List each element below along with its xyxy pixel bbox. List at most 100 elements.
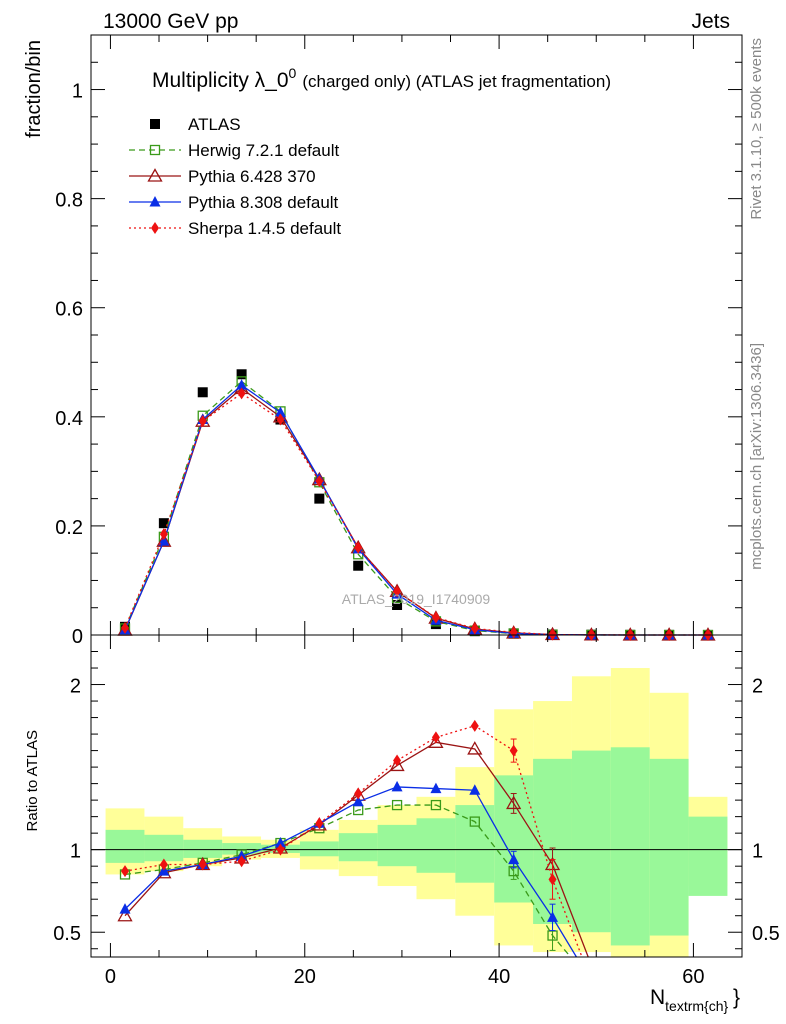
- main-point-sherpa: [470, 622, 479, 635]
- main-ytick-label: 0.8: [55, 190, 83, 212]
- main-point-atlas: [197, 387, 208, 398]
- legend-label-pythia6: Pythia 6.428 370: [188, 167, 316, 186]
- main-ylabel: fraction/bin: [23, 40, 45, 138]
- ratio-ytick-label-right: 2: [752, 676, 763, 698]
- band-inner-bin: [183, 839, 223, 858]
- main-point-pythia8: [274, 406, 286, 417]
- ratio-point-pythia8: [352, 795, 364, 807]
- ratio-point-sherpa: [198, 858, 207, 871]
- ratio-point-pythia6: [428, 734, 444, 748]
- axis-ticks: 0 0.2 0.4 0.6 0.8 1 0 20 40 60 0.5 0.5 1 1 2 2: [53, 34, 780, 988]
- category-label: Jets: [691, 10, 730, 33]
- title-main: Multiplicity λ_0: [152, 69, 289, 92]
- main-point-atlas: [236, 369, 247, 380]
- ratio-point-sherpa: [354, 787, 363, 800]
- ratio-point-herwig: [391, 799, 403, 811]
- legend-label-herwig: Herwig 7.2.1 default: [188, 141, 339, 160]
- ratio-point-sherpa: [393, 754, 402, 767]
- ratio-point-sherpa: [121, 865, 130, 878]
- x-axis-label-main: N: [650, 986, 665, 1009]
- xtick-label: 0: [105, 966, 116, 988]
- ratio-point-pythia6: [467, 741, 483, 755]
- main-ytick-label: 0.2: [55, 517, 83, 539]
- main-point-atlas: [392, 600, 403, 610]
- band-inner-bin: [299, 841, 339, 857]
- main-point-pythia8: [236, 379, 248, 390]
- ratio-point-herwig: [469, 816, 480, 827]
- legend-marker-pythia6: [147, 168, 163, 182]
- energy-label: 13000 GeV pp: [103, 10, 238, 33]
- main-point-sherpa: [393, 585, 402, 598]
- ratio-frame: [90, 634, 743, 958]
- ratio-series-group: [117, 719, 589, 957]
- main-ytick-label: 0: [72, 626, 83, 648]
- ratio-point-pythia8: [508, 853, 520, 865]
- main-ytick-label: 1: [72, 81, 83, 103]
- main-point-atlas: [314, 493, 325, 504]
- main-point-sherpa: [276, 413, 285, 426]
- main-point-sherpa: [159, 528, 168, 541]
- ratio-point-herwig: [430, 799, 442, 811]
- ratio-ytick-label-right: 0.5: [752, 923, 780, 945]
- main-point-sherpa: [237, 387, 246, 400]
- main-point-pythia6: [156, 533, 172, 547]
- x-axis-label: Ntextrm{ch}: [650, 986, 729, 1014]
- x-axis-label-brace: }: [733, 986, 740, 1009]
- band-inner-bin: [688, 816, 728, 896]
- ratio-point-sherpa: [159, 858, 168, 871]
- ratio-point-sherpa: [509, 744, 518, 757]
- band-inner-bin: [338, 833, 378, 862]
- ratio-point-sherpa: [315, 817, 324, 830]
- ratio-point-pythia6: [389, 757, 405, 772]
- main-point-atlas: [353, 560, 364, 571]
- band-inner-bin: [377, 824, 417, 867]
- ratio-point-pythia8: [469, 784, 481, 795]
- chart-title: Multiplicity λ_00 (charged only) (ATLAS j…: [152, 65, 611, 92]
- ratio-point-sherpa: [276, 843, 285, 856]
- xtick-label: 40: [488, 966, 510, 988]
- band-inner-bin: [105, 829, 145, 863]
- ratio-ylabel: Ratio to ATLAS: [24, 730, 41, 831]
- legend: ATLAS Herwig 7.2.1 default Pythia 6.428 37…: [129, 115, 341, 238]
- ratio-ytick-label-right: 1: [752, 841, 763, 863]
- main-point-atlas: [158, 518, 169, 529]
- band-inner-bin: [222, 843, 262, 855]
- ratio-point-pythia8: [119, 903, 131, 914]
- main-point-sherpa: [431, 611, 440, 624]
- main-point-sherpa: [121, 621, 130, 634]
- ratio-clipped-group: [117, 719, 589, 957]
- legend-label-pythia8: Pythia 8.308 default: [188, 193, 339, 212]
- ratio-point-pythia8: [547, 911, 559, 922]
- legend-marker-sherpa: [151, 222, 159, 234]
- band-inner-bin: [144, 834, 184, 862]
- xtick-label: 60: [682, 966, 704, 988]
- band-inner-bin: [649, 758, 689, 936]
- title-note: (charged only) (ATLAS jet fragmentation): [302, 72, 611, 91]
- ratio-point-sherpa: [237, 855, 246, 868]
- ratio-line-herwig: [124, 804, 572, 957]
- main-point-sherpa: [354, 541, 363, 554]
- title-superscript: 0: [289, 65, 297, 81]
- main-ytick-label: 0.6: [55, 299, 83, 321]
- ratio-uncertainty-bands: [91, 668, 742, 957]
- legend-label-atlas: ATLAS: [188, 115, 241, 134]
- analysis-watermark: ATLAS_2019_I1740909: [342, 591, 491, 607]
- ratio-point-pythia6: [117, 907, 133, 922]
- ratio-point-pythia8: [391, 780, 403, 792]
- band-inner-bin: [610, 747, 650, 946]
- legend-marker-herwig: [149, 144, 161, 156]
- ratio-ytick-label: 1: [70, 841, 81, 863]
- source-label: mcplots.cern.ch [arXiv:1306.3436]: [748, 343, 765, 570]
- legend-label-sherpa: Sherpa 1.4.5 default: [188, 219, 341, 238]
- ratio-point-sherpa: [548, 873, 557, 886]
- ratio-ytick-label: 0.5: [53, 923, 81, 945]
- main-point-pythia8: [158, 535, 170, 546]
- rivet-label: Rivet 3.1.10, ≥ 500k events: [748, 38, 765, 220]
- band-inner-bin: [416, 818, 456, 873]
- ratio-point-pythia6: [506, 795, 522, 810]
- legend-marker-pythia8: [149, 196, 161, 207]
- main-point-sherpa: [315, 475, 324, 488]
- main-ytick-label: 0.4: [55, 408, 83, 430]
- ratio-point-sherpa: [431, 731, 440, 744]
